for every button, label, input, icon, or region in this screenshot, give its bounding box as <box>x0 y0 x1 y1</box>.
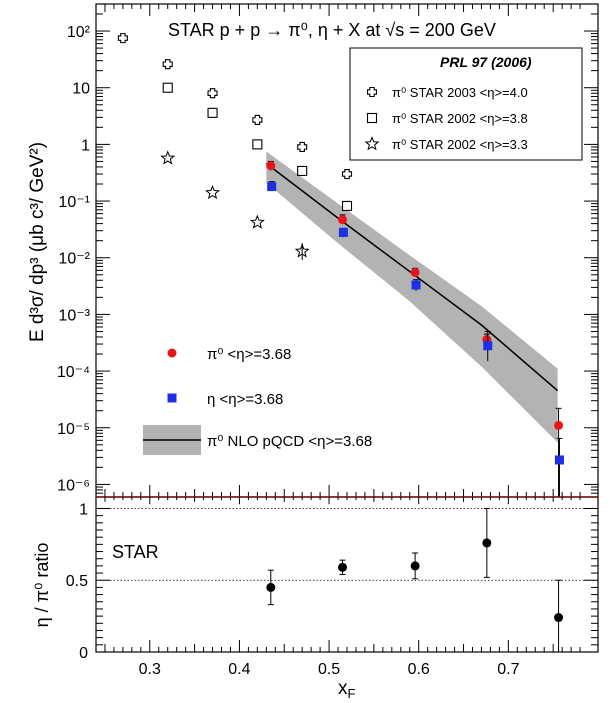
pi0-data-point <box>338 215 348 225</box>
ratio-y-tick-label: 0.5 <box>66 573 88 590</box>
y-tick-label: 10⁻⁶ <box>57 477 90 494</box>
y-tick-label: 10² <box>67 24 91 41</box>
star-2003-cross-marker <box>252 114 263 125</box>
y-tick-label: 10⁻⁵ <box>57 421 90 438</box>
ratio-data-point <box>410 561 420 571</box>
ratio-y-tick-label: 1 <box>79 501 88 518</box>
nlo-central-line <box>265 162 559 392</box>
eta-data-point <box>554 455 564 465</box>
pi0-legend-marker <box>167 348 177 358</box>
reference-legend: PRL 97 (2006) π⁰ STAR 2003 <η>=4.0 π⁰ STA… <box>349 47 583 161</box>
eta-data-point <box>267 182 277 192</box>
x-tick-label: 0.5 <box>318 661 340 678</box>
y-tick-label: 10⁻¹ <box>58 194 90 211</box>
main-legend: π⁰ <η>=3.68 η <η>=3.68 π⁰ NLO pQCD <η>=3.6… <box>143 346 372 455</box>
ratio-data-point <box>338 562 348 572</box>
star-2002-33-star-marker <box>205 184 221 200</box>
star-2002-38-square-legend-marker <box>366 112 378 124</box>
y-tick-label: 10 <box>72 81 90 98</box>
ratio-data-point <box>482 538 492 548</box>
pi0-legend-label: π⁰ <η>=3.68 <box>207 346 291 363</box>
nlo-uncertainty-band <box>266 151 558 443</box>
ratio-y-axis-label: η / π⁰ ratio <box>32 543 52 628</box>
eta-data-point <box>411 280 421 290</box>
star-2003-cross-marker <box>297 141 308 153</box>
pi0-data-point <box>410 267 420 277</box>
ratio-data-point <box>266 582 276 592</box>
star-2002-38-square-marker <box>297 165 308 176</box>
ratio-panel-label: STAR <box>112 542 159 562</box>
star-2002-38-square-marker <box>207 107 218 118</box>
ratio-data-point <box>554 613 564 623</box>
top-y-axis-label: E d³σ/ dp³ (μb c³/ GeV²) <box>27 142 48 342</box>
y-tick-label: 1 <box>81 137 90 154</box>
star-2003-cross-marker <box>117 33 128 44</box>
star-2003-cross-marker <box>207 88 218 99</box>
eta-data-point <box>338 227 348 237</box>
y-tick-label: 10⁻² <box>58 251 90 268</box>
nlo-legend-label: π⁰ NLO pQCD <η>=3.68 <box>207 433 372 450</box>
ratio-y-tick-label: 0 <box>79 645 88 662</box>
eta-data-point <box>483 341 493 351</box>
y-tick-label: 10⁻³ <box>58 307 90 324</box>
star-2002-38-square-marker <box>341 200 353 211</box>
star-2002-38-square-marker <box>162 82 173 93</box>
cross-section-panel: 10⁻⁶ 10⁻⁵ 10⁻⁴ 10⁻³ 10⁻² 10⁻¹ 1 10 10² <box>57 3 599 498</box>
x-axis-label-sub: F <box>348 686 356 698</box>
x-tick-label: 0.3 <box>139 661 161 678</box>
star-2003-cross-marker <box>162 59 173 70</box>
star-2002-33-star-marker <box>249 214 265 229</box>
y-tick-label: 10⁻⁴ <box>57 364 90 381</box>
reference-legend-title: PRL 97 (2006) <box>440 54 532 70</box>
eta-legend-marker <box>167 393 177 403</box>
ratio-panel: 0.3 0.4 0.5 0.6 0.7 0 0.5 1 <box>66 496 599 678</box>
reference-legend-entry: π⁰ STAR 2002 <η>=3.8 <box>392 111 528 126</box>
reference-legend-entry: π⁰ STAR 2002 <η>=3.3 <box>392 137 528 152</box>
star-2003-cross-marker <box>341 168 353 180</box>
x-tick-label: 0.6 <box>408 661 430 678</box>
star-2002-33-star-legend-marker <box>364 136 380 151</box>
star-2002-38-square-marker <box>252 139 263 150</box>
pi0-data-point <box>266 161 276 171</box>
star-2002-33-star-marker <box>160 150 176 165</box>
bottom-plot-frame <box>95 496 599 653</box>
star-2003-cross-legend-marker <box>366 86 378 98</box>
chart-title: STAR p + p → π⁰, η + X at √s = 200 GeV <box>168 20 496 40</box>
reference-legend-box <box>349 47 583 161</box>
pi0-data-point <box>554 420 564 430</box>
x-tick-label: 0.7 <box>497 661 519 678</box>
eta-legend-label: η <η>=3.68 <box>207 391 283 408</box>
x-axis-label: xF <box>338 678 356 698</box>
reference-legend-entry: π⁰ STAR 2003 <η>=4.0 <box>392 85 528 100</box>
x-tick-label: 0.4 <box>228 661 250 678</box>
